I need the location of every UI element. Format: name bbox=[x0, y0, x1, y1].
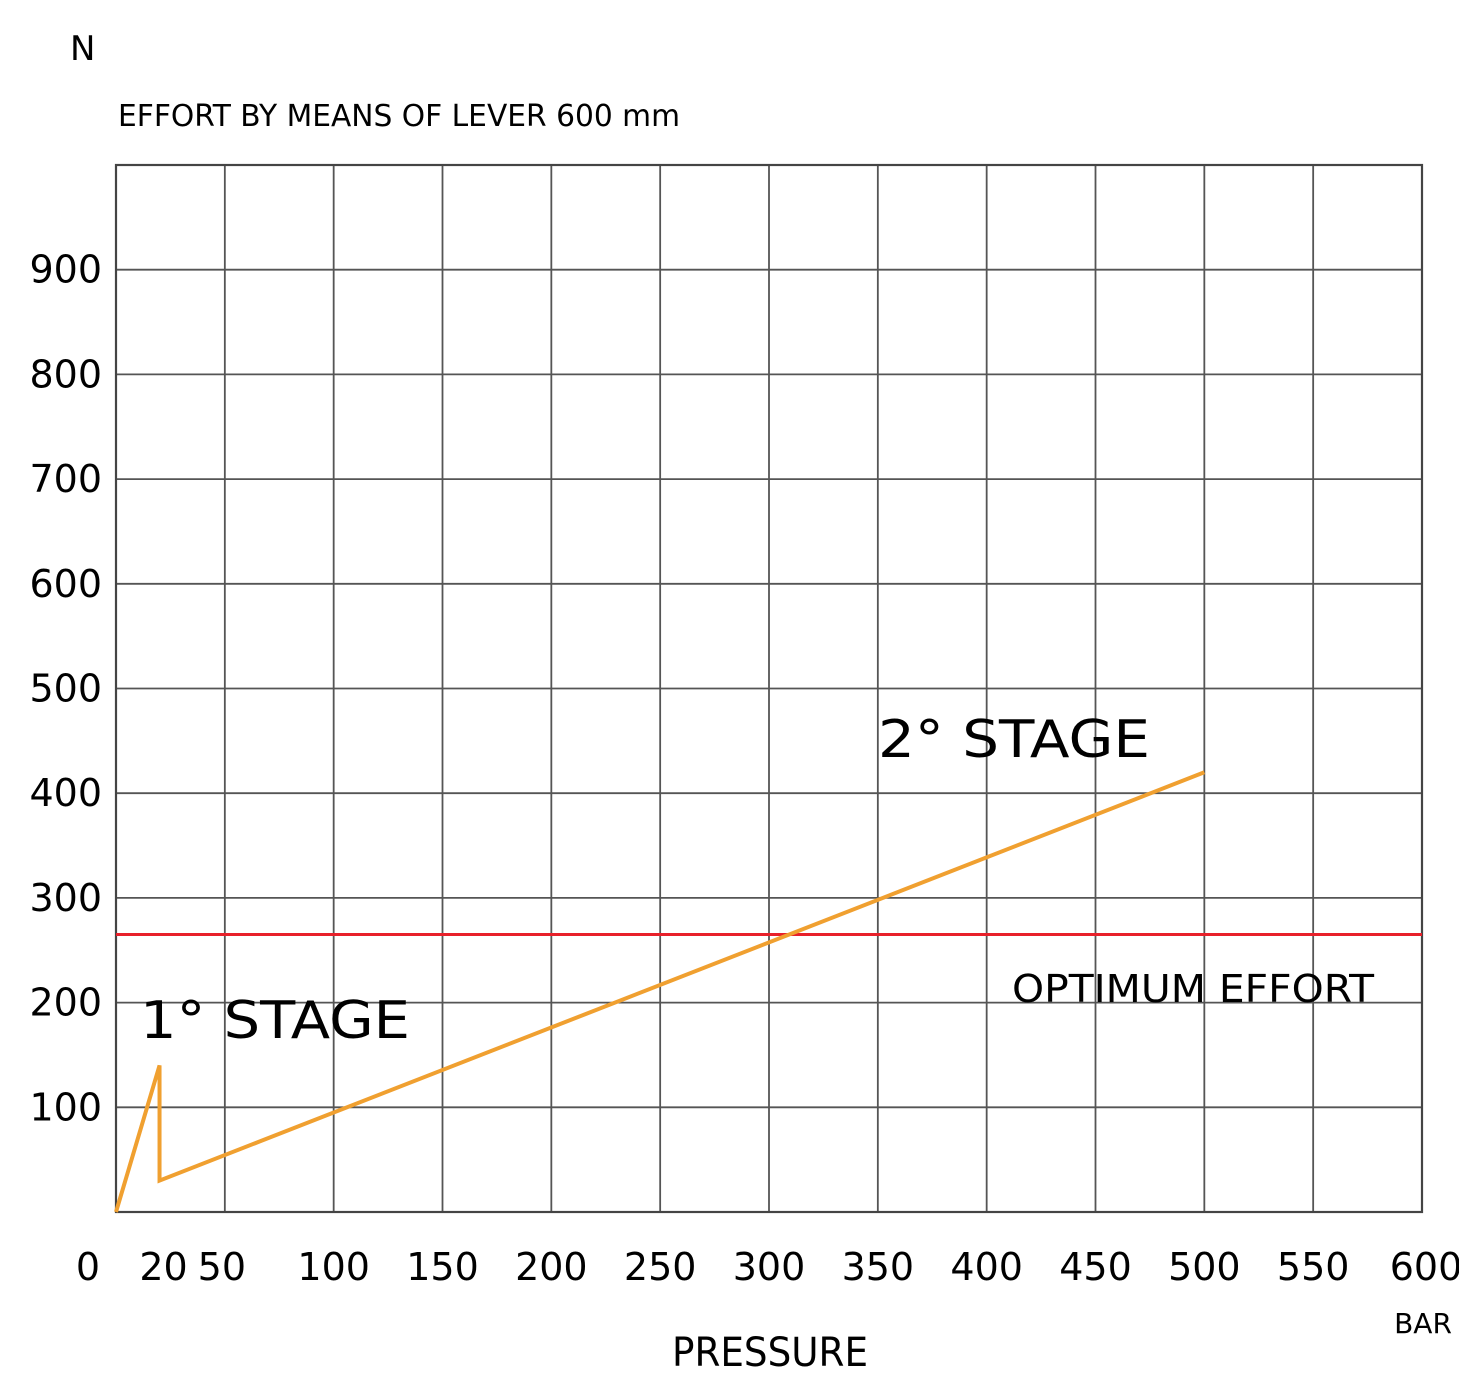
effort-curve bbox=[114, 770, 1206, 1213]
y-tick-label: 900 bbox=[29, 248, 102, 292]
annotation-stage-1: 1° STAGE bbox=[140, 991, 410, 1051]
y-tick-label: 700 bbox=[29, 457, 102, 501]
y-tick-label: 500 bbox=[29, 667, 102, 711]
x-axis-label: PRESSURE bbox=[672, 1330, 868, 1373]
x-tick-label: 400 bbox=[950, 1245, 1023, 1289]
plot-frame bbox=[114, 163, 1424, 1214]
series-group bbox=[114, 770, 1206, 1213]
y-unit-label: N bbox=[70, 29, 95, 69]
y-tick-label: 100 bbox=[29, 1085, 102, 1129]
x-tick-label: 100 bbox=[297, 1245, 370, 1289]
x-unit-label: BAR bbox=[1394, 1307, 1452, 1340]
x-tick-label: 350 bbox=[842, 1245, 915, 1289]
grid bbox=[114, 163, 1424, 1214]
x-tick-label: 250 bbox=[624, 1245, 697, 1289]
x-tick-label: 0 bbox=[76, 1245, 100, 1289]
x-tick-label: 500 bbox=[1168, 1245, 1241, 1289]
x-tick-label: 450 bbox=[1059, 1245, 1132, 1289]
x-tick-label: 200 bbox=[515, 1245, 588, 1289]
x-tick-label: 150 bbox=[406, 1245, 479, 1289]
y-tick-label: 300 bbox=[29, 876, 102, 920]
x-tick-label: 300 bbox=[733, 1245, 806, 1289]
y-tick-label: 800 bbox=[29, 352, 102, 396]
x-tick-labels: 0 20 50 100 150 200 250 300 350 400 450 500 550 600 bbox=[76, 1245, 1459, 1289]
optimum-effort-label: OPTIMUM EFFORT bbox=[1012, 967, 1375, 1011]
y-tick-label: 200 bbox=[29, 981, 102, 1025]
x-tick-label: 550 bbox=[1277, 1245, 1350, 1289]
x-tick-label: 50 bbox=[198, 1245, 246, 1289]
y-tick-labels: 100 200 300 400 500 600 700 800 900 bbox=[29, 248, 102, 1130]
x-tick-label: 600 bbox=[1390, 1245, 1459, 1289]
y-tick-label: 400 bbox=[29, 771, 102, 815]
x-tick-label: 20 bbox=[139, 1245, 187, 1289]
y-tick-label: 600 bbox=[29, 562, 102, 606]
chart-subtitle: EFFORT BY MEANS OF LEVER 600 mm bbox=[118, 99, 680, 134]
annotation-stage-2: 2° STAGE bbox=[878, 710, 1150, 770]
